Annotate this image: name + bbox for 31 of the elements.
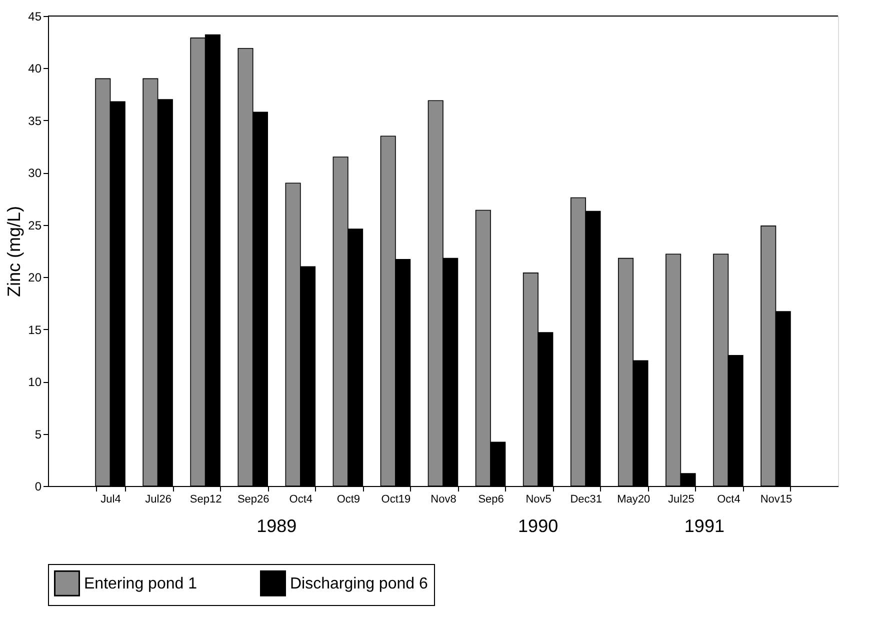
x-tick-label: Jul25: [668, 494, 694, 506]
y-tick-label: 35: [28, 114, 42, 128]
text: 1991: [684, 516, 724, 536]
text: 1989: [256, 516, 297, 536]
legend-label: Discharging pond 6: [290, 575, 428, 592]
x-tick-label: Nov8: [430, 494, 456, 506]
x-tick-label: Oct4: [717, 494, 740, 506]
y-tick-label: 0: [34, 480, 42, 494]
x-tick-label: Nov15: [760, 494, 792, 506]
y-tick-label: 15: [28, 322, 42, 337]
x-tick-label: Oct19: [381, 494, 411, 506]
x-tick-label: May20: [617, 494, 650, 506]
y-tick-label: 25: [28, 218, 42, 232]
y-tick-label: 10: [28, 375, 42, 390]
x-tick-label: Sep12: [190, 494, 222, 506]
x-tick-label: Sep6: [478, 494, 504, 506]
x-tick-label: Oct9: [336, 494, 360, 506]
x-tick-label: Jul4: [100, 494, 121, 506]
legend-label: Entering pond 1: [84, 575, 198, 592]
x-tick-label: Oct4: [289, 494, 313, 506]
y-tick-label: 5: [34, 427, 42, 442]
x-tick-label: Nov5: [526, 494, 552, 506]
x-tick-label: Jul26: [145, 494, 172, 506]
y-tick-label: 20: [28, 270, 42, 285]
y-axis-title: Zinc (mg/L): [4, 206, 24, 298]
x-tick-label: Sep26: [237, 494, 270, 506]
y-tick-label: 40: [28, 62, 42, 76]
y-tick-label: 30: [28, 166, 42, 180]
y-tick-label: 45: [28, 10, 42, 24]
x-tick-label: Dec31: [570, 494, 602, 506]
text: 1990: [518, 516, 558, 536]
